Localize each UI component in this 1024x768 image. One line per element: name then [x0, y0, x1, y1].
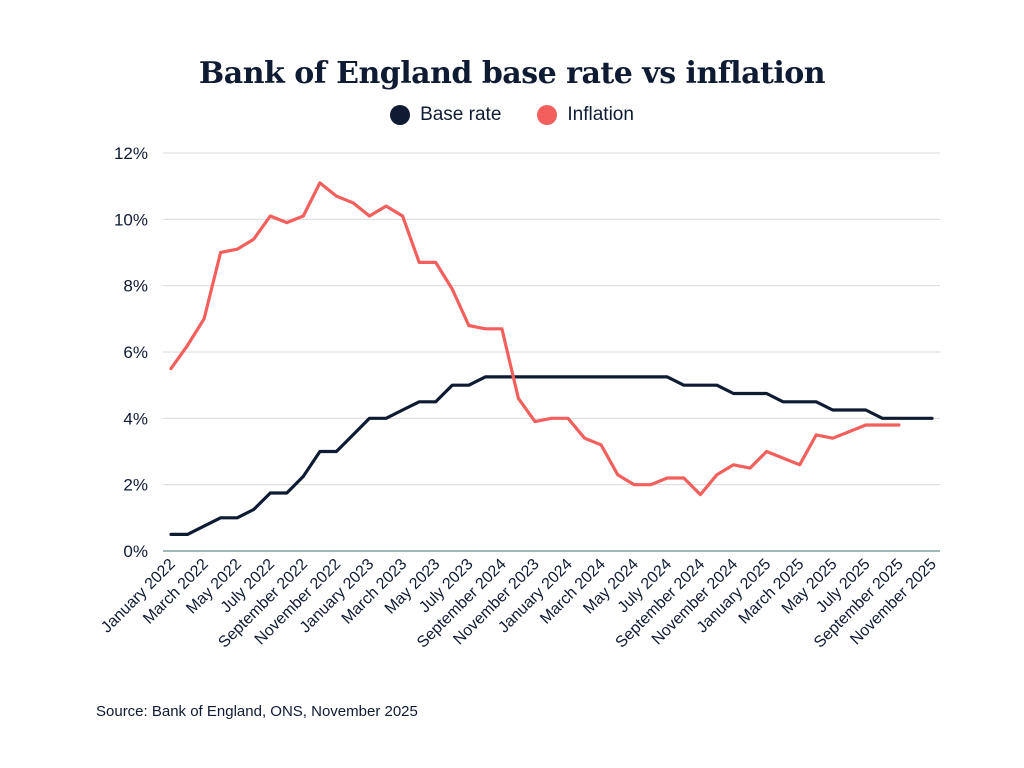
legend-label-base-rate: Base rate	[420, 104, 502, 125]
y-tick-label: 12%	[114, 144, 148, 163]
y-tick-label: 6%	[123, 343, 148, 362]
series-line-inflation	[169, 181, 901, 497]
legend-swatch-base-rate	[390, 105, 411, 125]
source-note: Source: Bank of England, ONS, November 2…	[96, 703, 418, 720]
y-tick-label: 2%	[123, 476, 148, 495]
legend-label-inflation: Inflation	[567, 104, 634, 125]
legend-item-inflation: Inflation	[537, 104, 634, 126]
y-tick-label: 0%	[123, 542, 148, 561]
y-tick-label: 8%	[123, 277, 148, 296]
legend-item-base-rate: Base rate	[390, 104, 501, 126]
y-tick-label: 4%	[123, 409, 148, 428]
series-line-base-rate	[169, 375, 934, 537]
chart-legend: Base rate Inflation	[0, 104, 1024, 126]
chart-title: Bank of England base rate vs inflation	[198, 56, 826, 91]
legend-swatch-inflation	[537, 105, 558, 125]
y-tick-label: 10%	[114, 210, 148, 229]
